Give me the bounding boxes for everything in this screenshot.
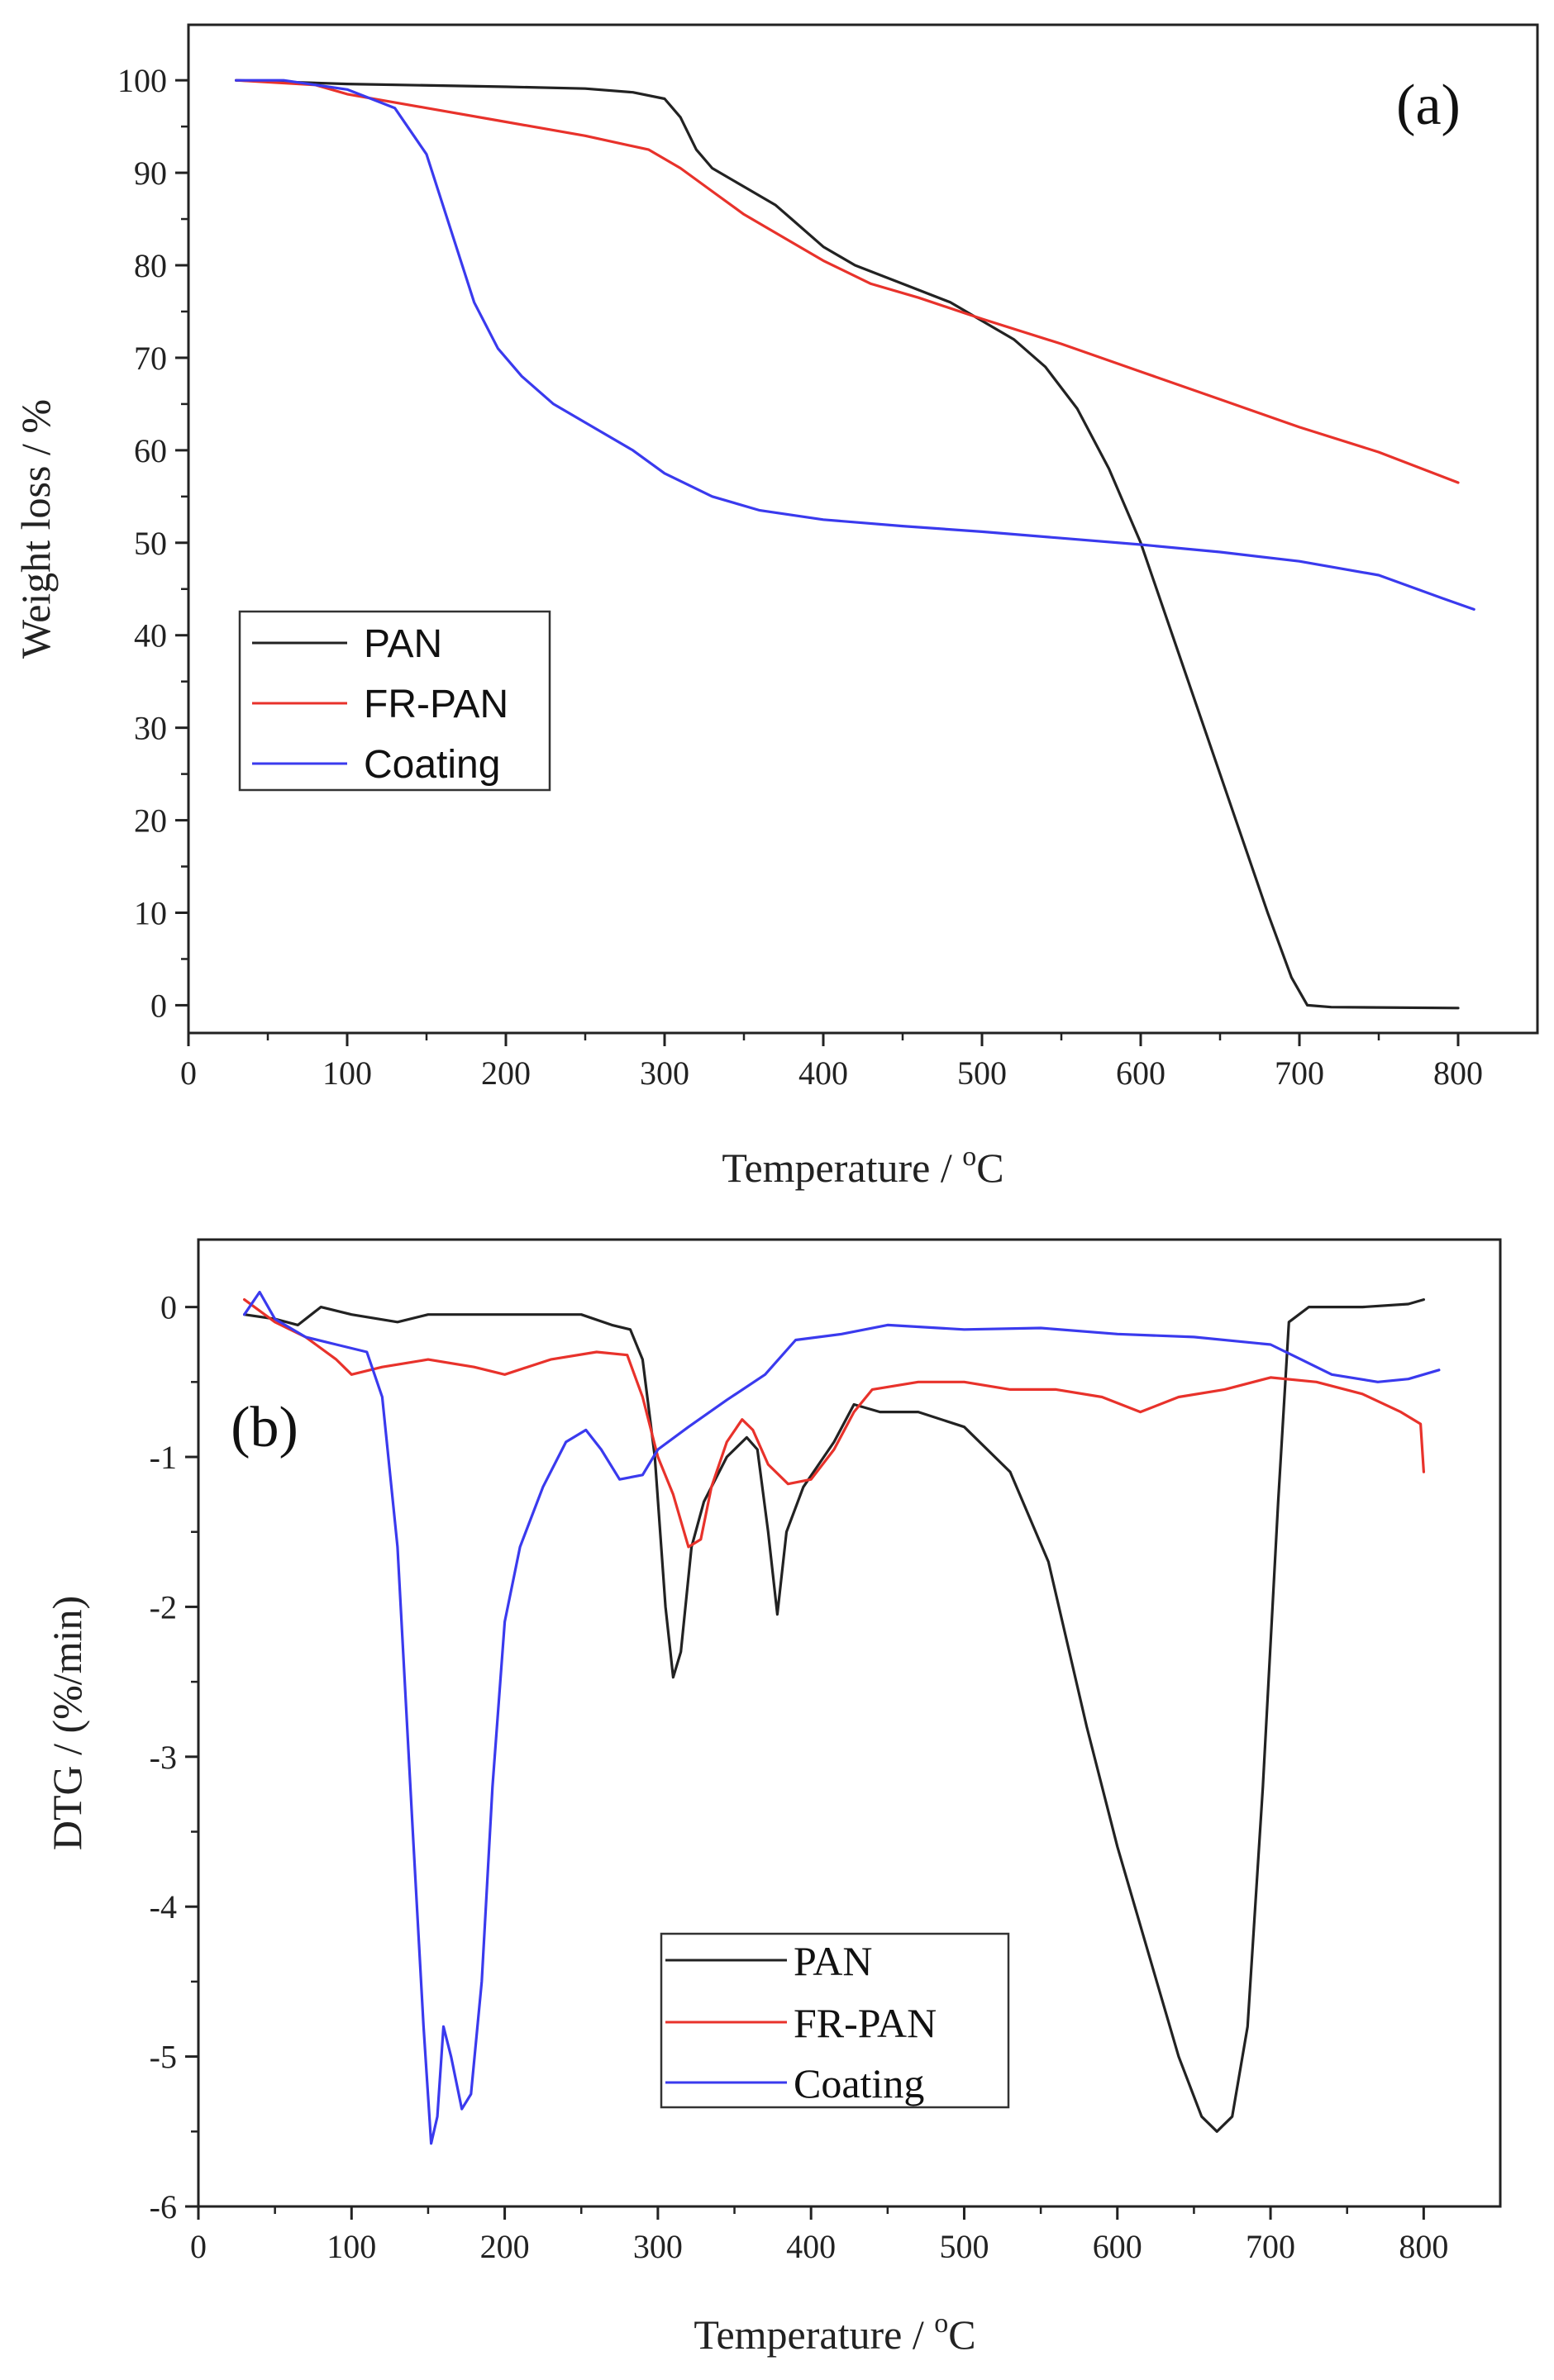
y-axis-title-a: Weight loss / % xyxy=(12,399,59,659)
x-axis-title-b-degree: o xyxy=(934,2308,948,2339)
legend-label-coating-b: Coating xyxy=(794,2060,924,2106)
x-axis-title-a: Temperature / oC xyxy=(722,1141,1003,1191)
x-tick-label-b: 800 xyxy=(1399,2228,1448,2265)
y-tick-label-b: 0 xyxy=(160,1289,177,1326)
legend-label-fr-pan-a: FR-PAN xyxy=(364,683,508,726)
x-axis-title-a-degree: o xyxy=(962,1141,976,1172)
x-tick-label-b: 300 xyxy=(633,2228,683,2265)
y-tick-label-a: 70 xyxy=(134,340,167,377)
x-tick-label-a: 500 xyxy=(957,1054,1007,1092)
y-tick-label-a: 40 xyxy=(134,617,167,654)
y-tick-label-b: -2 xyxy=(150,1588,177,1626)
panel-label-a: (a) xyxy=(1396,74,1461,137)
y-tick-label-b: -4 xyxy=(150,1888,177,1925)
series-line-pan-b xyxy=(243,1298,1425,2133)
panel-b-dtg-chart: 0 100 200 300 400 500 600 700 800 0 -1 -2 -3 -4 -5 -6 (… xyxy=(44,1238,1502,2358)
y-tick-label-a: 10 xyxy=(134,894,167,931)
tick-marks-a: 0 100 200 300 400 500 600 700 800 0 10 20 30 40 50 60 70… xyxy=(117,62,1483,1092)
x-tick-label-a: 200 xyxy=(481,1054,531,1092)
y-tick-label-a: 100 xyxy=(117,62,167,99)
y-tick-label-a: 50 xyxy=(134,525,167,562)
x-tick-label-a: 800 xyxy=(1433,1054,1483,1092)
plot-frame-a xyxy=(187,23,1539,1035)
legend-b: PAN FR-PAN Coating xyxy=(660,1932,1010,2109)
panel-a-weight-loss-chart: 0 100 200 300 400 500 600 700 800 0 10 20 30 40 50 60 70… xyxy=(12,23,1539,1191)
x-axis-title-b-unit: C xyxy=(948,2311,975,2358)
series-line-fr-pan-a xyxy=(235,79,1460,484)
series-line-pan-a xyxy=(235,79,1460,1010)
x-tick-label-b: 700 xyxy=(1246,2228,1295,2265)
x-tick-label-b: 0 xyxy=(190,2228,207,2265)
x-tick-label-a: 300 xyxy=(640,1054,689,1092)
series-line-fr-pan-b xyxy=(243,1298,1425,1549)
panel-label-b: (b) xyxy=(231,1396,298,1459)
legend-label-pan-a: PAN xyxy=(364,622,442,666)
y-tick-label-a: 20 xyxy=(134,802,167,840)
x-axis-title-b-main: Temperature / xyxy=(694,2311,934,2358)
y-tick-label-a: 80 xyxy=(134,247,167,284)
series-line-coating-a xyxy=(235,79,1475,611)
plot-frame-b xyxy=(197,1238,1502,2208)
data-lines-b xyxy=(243,1290,1441,2145)
series-line-coating-b xyxy=(243,1290,1441,2145)
legend-label-coating-a: Coating xyxy=(364,743,500,787)
x-tick-label-a: 0 xyxy=(180,1054,197,1092)
x-tick-label-a: 700 xyxy=(1275,1054,1324,1092)
legend-box-a xyxy=(238,610,551,792)
y-tick-label-a: 0 xyxy=(150,987,167,1024)
y-tick-label-b: -3 xyxy=(150,1739,177,1776)
x-tick-label-b: 200 xyxy=(480,2228,530,2265)
x-tick-label-b: 400 xyxy=(786,2228,836,2265)
x-tick-label-a: 600 xyxy=(1116,1054,1166,1092)
y-tick-label-a: 30 xyxy=(134,710,167,747)
legend-label-fr-pan-b: FR-PAN xyxy=(794,2000,937,2046)
legend-box-b xyxy=(660,1932,1010,2109)
x-tick-label-a: 100 xyxy=(322,1054,372,1092)
x-tick-label-b: 600 xyxy=(1093,2228,1142,2265)
x-axis-title-a-unit: C xyxy=(976,1145,1003,1191)
data-lines-a xyxy=(235,79,1475,1010)
x-tick-label-a: 400 xyxy=(798,1054,848,1092)
legend-a: PAN FR-PAN Coating xyxy=(238,610,551,792)
y-tick-label-a: 90 xyxy=(134,155,167,192)
x-tick-label-b: 100 xyxy=(327,2228,376,2265)
x-tick-label-b: 500 xyxy=(939,2228,989,2265)
y-axis-title-b: DTG / (%/min) xyxy=(44,1596,90,1850)
y-tick-label-a: 60 xyxy=(134,432,167,469)
x-axis-title-a-main: Temperature / xyxy=(722,1145,962,1191)
y-tick-label-b: -6 xyxy=(150,2188,177,2225)
tick-marks-b: 0 100 200 300 400 500 600 700 800 0 -1 -2 -3 -4 -5 -6 xyxy=(150,1289,1449,2265)
y-tick-label-b: -5 xyxy=(150,2039,177,2076)
y-tick-label-b: -1 xyxy=(150,1439,177,1476)
x-axis-title-b: Temperature / oC xyxy=(694,2308,975,2358)
legend-label-pan-b: PAN xyxy=(794,1938,872,1984)
